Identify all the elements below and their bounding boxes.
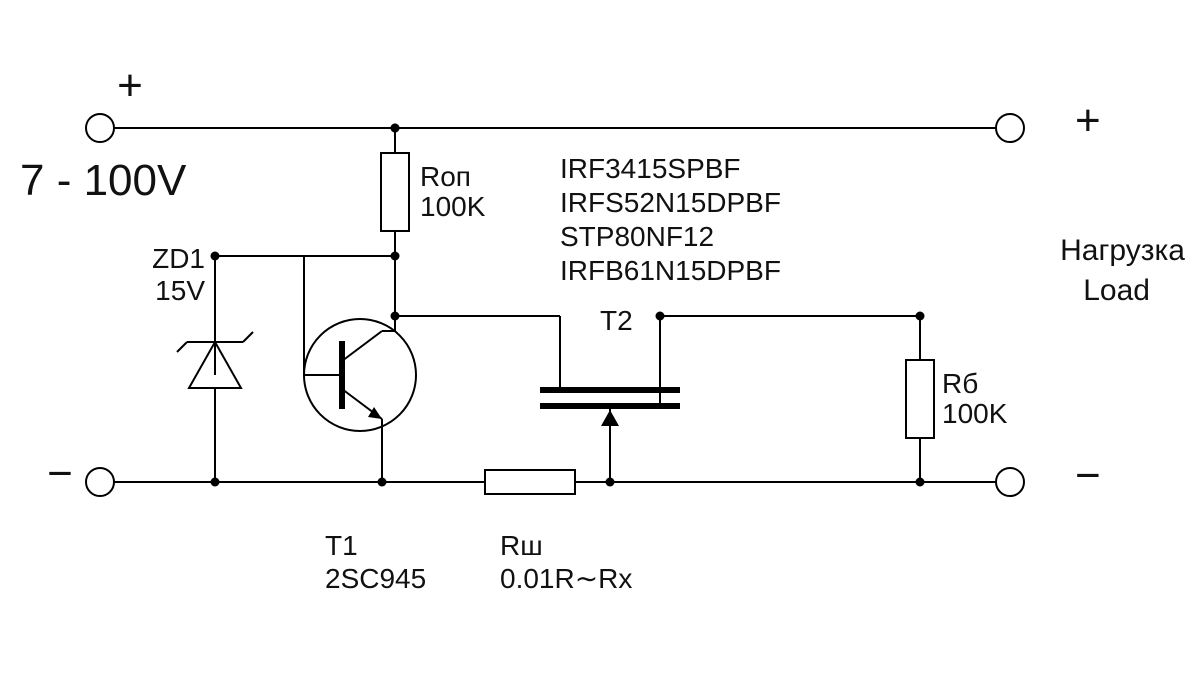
rb-ref: Rб xyxy=(942,368,978,399)
plus-in: + xyxy=(117,61,143,110)
zd-ref: ZD1 xyxy=(152,243,205,274)
rop-val: 100K xyxy=(420,191,486,222)
rb-val: 100K xyxy=(942,398,1008,429)
t1-ref: T1 xyxy=(325,530,358,561)
load-ru: Нагрузка xyxy=(1060,234,1185,267)
rop-ref: Rоп xyxy=(420,161,471,192)
minus-in: − xyxy=(47,449,73,498)
plus-out: + xyxy=(1075,96,1101,145)
mosfet-part: IRF3415SPBF xyxy=(560,153,741,184)
vin-label: 7 - 100V xyxy=(20,156,187,205)
minus-out: − xyxy=(1075,451,1101,500)
t2-ref: T2 xyxy=(600,305,633,336)
rsh-val: 0.01R∼Rx xyxy=(500,563,632,594)
mosfet-part: IRFB61N15DPBF xyxy=(560,255,781,286)
t1-part: 2SC945 xyxy=(325,563,426,594)
zd-val: 15V xyxy=(155,275,205,306)
mosfet-part: IRFS52N15DPBF xyxy=(560,187,781,218)
load-en: Load xyxy=(1083,274,1150,307)
mosfet-part: STP80NF12 xyxy=(560,221,714,252)
rsh-ref: Rш xyxy=(500,530,543,561)
